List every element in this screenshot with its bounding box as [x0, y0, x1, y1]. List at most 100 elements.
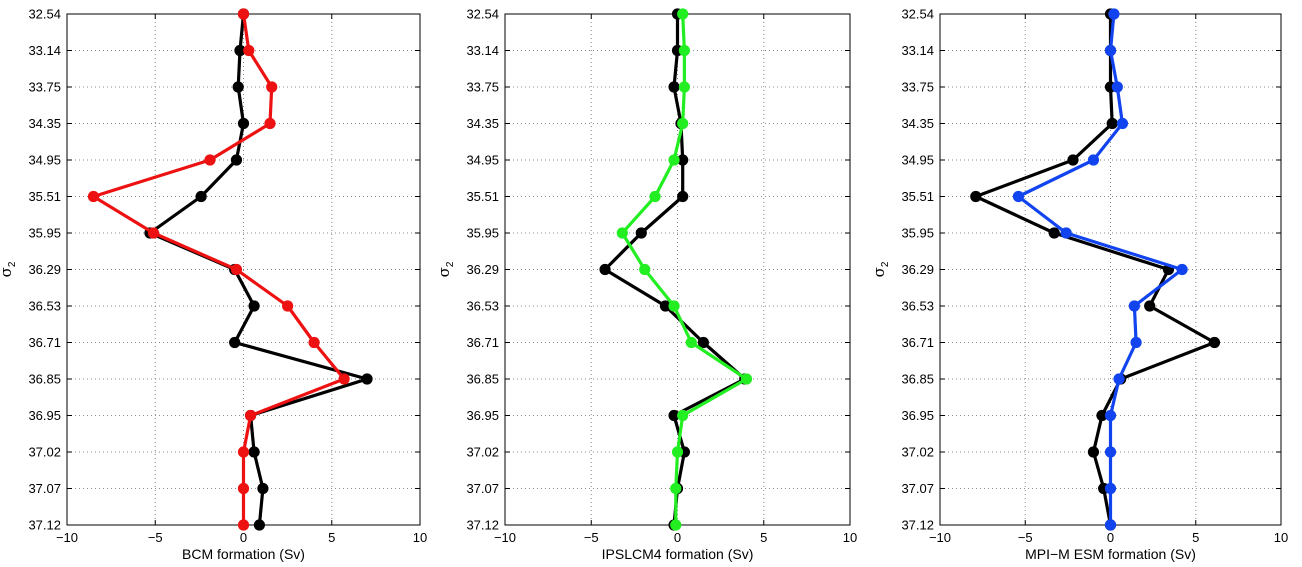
- y-axis-label: σ2: [435, 261, 456, 277]
- y-tick-label: 35.51: [901, 189, 934, 204]
- y-axis-label: σ2: [0, 261, 18, 277]
- y-tick-label: 33.75: [28, 80, 61, 95]
- series-2-point: [1060, 227, 1072, 239]
- y-tick-label: 36.29: [466, 262, 499, 277]
- y-tick-label: 37.02: [28, 445, 61, 460]
- y-tick-label: 35.95: [28, 226, 61, 241]
- series-2-point: [740, 373, 753, 385]
- series-2-point: [1104, 44, 1117, 57]
- y-axis-label-symbol: σ: [435, 267, 453, 277]
- series-2-point: [237, 482, 250, 495]
- series-2-point: [668, 300, 680, 312]
- y-tick-label: 36.53: [28, 299, 61, 314]
- y-tick-label: 35.95: [901, 226, 934, 241]
- y-tick-label: 34.35: [901, 116, 934, 131]
- y-tick-label: 36.85: [901, 372, 934, 387]
- x-tick-label: 0: [240, 530, 247, 545]
- series-1-point: [1048, 227, 1060, 239]
- y-tick-label: 37.02: [466, 445, 499, 460]
- series-2-point: [1108, 8, 1120, 20]
- series-2-point: [1104, 409, 1117, 422]
- y-tick-label: 36.71: [466, 335, 499, 350]
- x-tick-label: −10: [929, 530, 951, 545]
- series-2-point: [671, 446, 684, 458]
- y-tick-label: 36.85: [466, 372, 499, 387]
- y-tick-label: 35.51: [28, 189, 61, 204]
- series-2-point: [678, 44, 691, 57]
- y-tick-label: 36.29: [901, 262, 934, 277]
- y-tick-label: 34.95: [466, 153, 499, 168]
- series-2-point: [668, 154, 680, 166]
- y-tick-label: 32.54: [901, 7, 934, 22]
- y-tick-label: 36.29: [28, 262, 61, 277]
- series-2-point: [685, 336, 697, 349]
- y-axis-label-subscript: 2: [7, 261, 18, 267]
- y-axis-label-symbol: σ: [870, 267, 888, 277]
- series-1-point: [1106, 117, 1118, 130]
- x-tick-label: −5: [1018, 530, 1033, 545]
- series-2-point: [87, 190, 100, 203]
- y-axis-label-symbol: σ: [0, 267, 15, 277]
- x-axis-label: MPI−M ESM formation (Sv): [1025, 546, 1196, 562]
- series-2-point: [1087, 154, 1100, 166]
- y-tick-label: 37.12: [466, 518, 499, 533]
- series-2-point: [264, 117, 276, 130]
- series-1-point: [668, 409, 680, 422]
- x-tick-label: −5: [584, 530, 599, 545]
- series-1-point: [659, 300, 672, 312]
- series-2-point: [237, 519, 250, 531]
- series-1-point: [229, 336, 241, 349]
- series-1-point: [677, 154, 689, 166]
- chart-panel-3: −10 −5 0 5 10 32.54 33.14 33.75 34.35 34.95 35.51 3…: [870, 7, 1288, 563]
- series-1-point: [1144, 300, 1156, 312]
- series-1-point: [668, 81, 680, 93]
- y-tick-label: 34.35: [28, 116, 61, 131]
- y-tick-label: 37.02: [901, 445, 934, 460]
- series-2-point: [1104, 519, 1117, 531]
- y-tick-label: 33.14: [28, 43, 61, 58]
- y-tick-label: 32.54: [466, 7, 499, 22]
- x-tick-label: 5: [1192, 530, 1199, 545]
- series-1-point: [361, 373, 373, 385]
- y-tick-label: 37.07: [901, 481, 934, 496]
- series-1-point: [1087, 446, 1100, 458]
- series-2-point: [670, 482, 682, 495]
- series-2-point: [338, 373, 350, 385]
- y-tick-label: 37.12: [901, 518, 934, 533]
- series-2-point: [1116, 117, 1129, 130]
- y-axis-label: σ2: [870, 261, 891, 277]
- series-2-point: [639, 263, 651, 276]
- series-2-point: [1104, 482, 1117, 495]
- series-2-point: [670, 519, 682, 531]
- series-2-point: [1012, 190, 1025, 203]
- x-tick-label: −5: [148, 530, 163, 545]
- series-2-point: [204, 154, 216, 166]
- y-tick-label: 36.71: [901, 335, 934, 350]
- series-1-point: [677, 190, 689, 203]
- x-tick-label: 10: [413, 530, 427, 545]
- series-1-point: [1208, 336, 1221, 349]
- x-tick-label: 5: [328, 530, 335, 545]
- series-2-point: [1130, 336, 1142, 349]
- series-line-1: [148, 13, 369, 526]
- series-2-point: [237, 8, 250, 20]
- series-2-point: [230, 263, 243, 276]
- y-tick-label: 34.95: [28, 153, 61, 168]
- series-1-point: [1067, 154, 1079, 166]
- x-axis-label: IPSLCM4 formation (Sv): [602, 546, 754, 562]
- series-2-point: [678, 81, 691, 93]
- y-tick-label: 37.07: [466, 481, 499, 496]
- y-tick-label: 36.53: [466, 299, 499, 314]
- series-2-point: [244, 409, 257, 422]
- y-tick-label: 33.14: [466, 43, 499, 58]
- series-1-point: [230, 154, 243, 166]
- x-tick-label: 0: [674, 530, 681, 545]
- y-tick-label: 36.85: [28, 372, 61, 387]
- series-1-point: [195, 190, 207, 203]
- series-1-point: [697, 336, 709, 349]
- x-tick-label: −10: [56, 530, 78, 545]
- series-1-point: [232, 81, 244, 93]
- series-2-point: [1128, 300, 1140, 312]
- x-tick-label: −10: [494, 530, 516, 545]
